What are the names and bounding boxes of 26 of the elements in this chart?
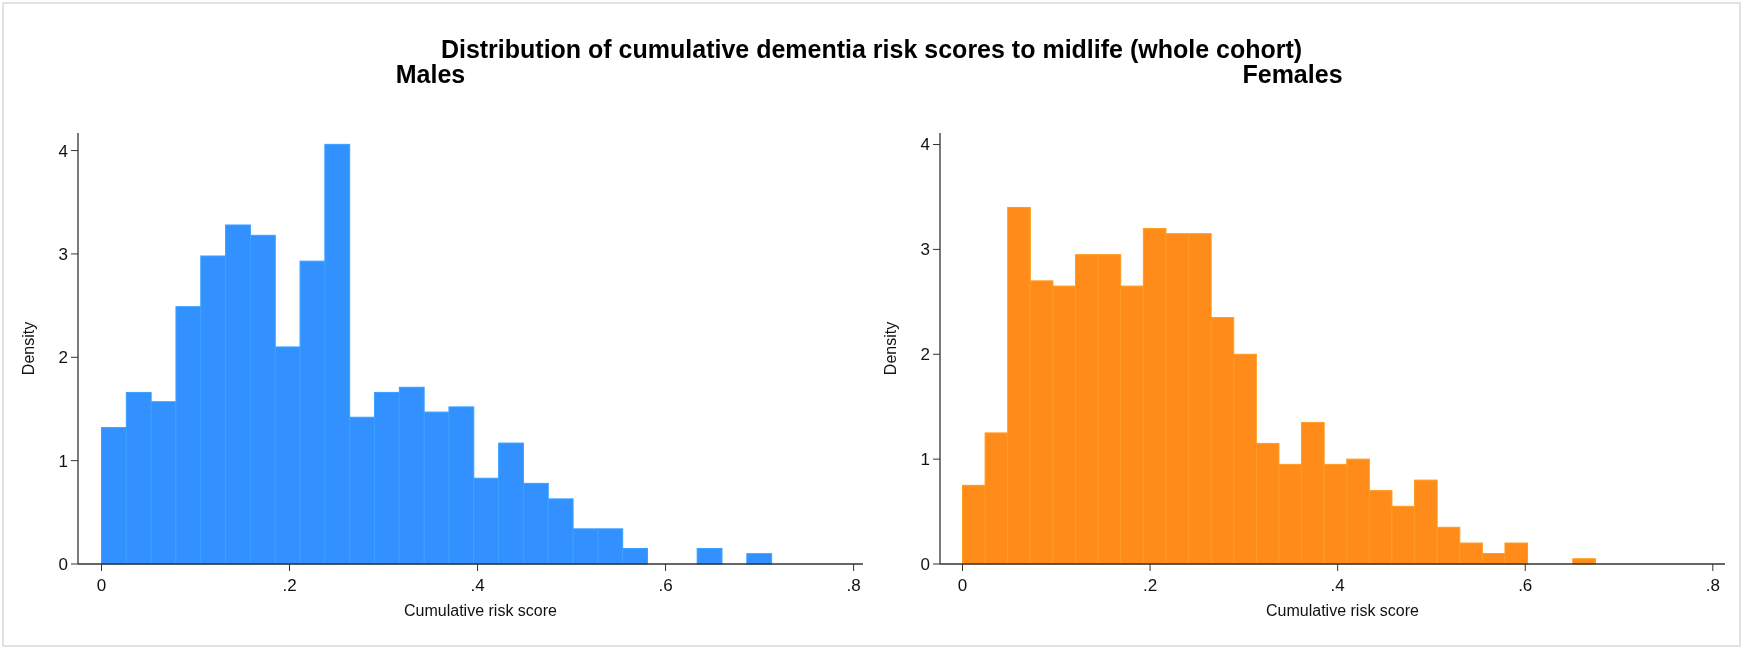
y-tick-label: 2 xyxy=(920,345,930,365)
y-axis-title: Density xyxy=(882,321,899,376)
y-axis-title: Density xyxy=(20,321,37,376)
x-axis-title: Cumulative risk score xyxy=(404,602,558,619)
y-tick-label: 1 xyxy=(58,451,68,471)
y-tick-label: 4 xyxy=(920,135,930,155)
x-tick-label: .4 xyxy=(470,576,485,595)
x-axis-title: Cumulative risk score xyxy=(1266,602,1420,619)
y-tick-label: 0 xyxy=(920,554,930,574)
y-tick-label: 3 xyxy=(920,240,930,260)
x-tick-label: .6 xyxy=(1518,576,1533,595)
text: Distribution of cumulative dementia risk scores to midlife (whole cohort) xyxy=(440,35,1303,63)
chart-title: Males xyxy=(395,60,466,88)
x-tick-label: 0 xyxy=(957,576,968,595)
x-tick-label: .2 xyxy=(1142,576,1158,595)
x-tick-label: .8 xyxy=(846,576,861,595)
y-tick-label: 3 xyxy=(58,244,68,264)
x-tick-label: .8 xyxy=(1705,576,1720,595)
y-tick-label: 2 xyxy=(58,348,68,368)
y-tick-label: 4 xyxy=(58,141,68,161)
x-tick-label: .6 xyxy=(658,576,673,595)
y-tick-label: 0 xyxy=(58,554,68,574)
x-tick-label: .4 xyxy=(1330,576,1345,595)
y-tick-label: 1 xyxy=(920,450,930,470)
x-tick-label: .2 xyxy=(282,576,297,595)
x-tick-label: 0 xyxy=(96,576,107,595)
